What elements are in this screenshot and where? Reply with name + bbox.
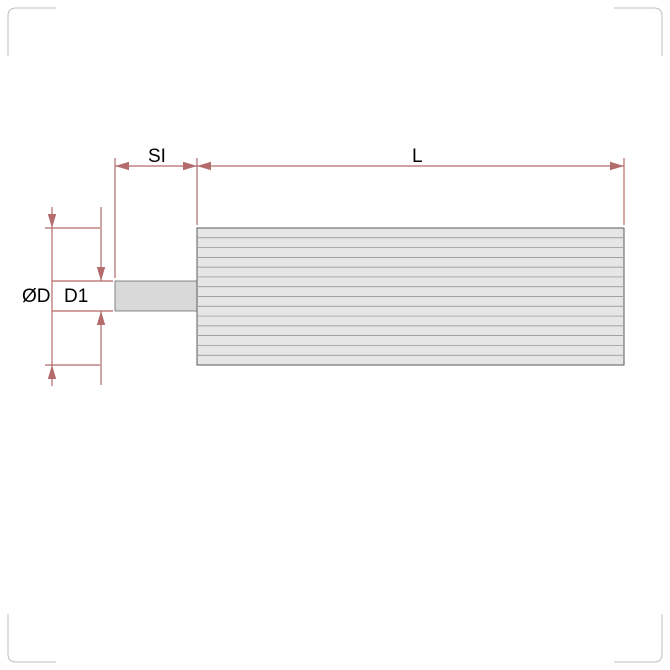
label-D: ØD <box>22 286 51 308</box>
label-D1: D1 <box>64 286 88 308</box>
label-SI: SI <box>148 146 166 168</box>
diagram-canvas: L SI D1 ØD <box>0 0 670 670</box>
label-L: L <box>412 146 423 168</box>
drawing-svg <box>0 0 670 670</box>
